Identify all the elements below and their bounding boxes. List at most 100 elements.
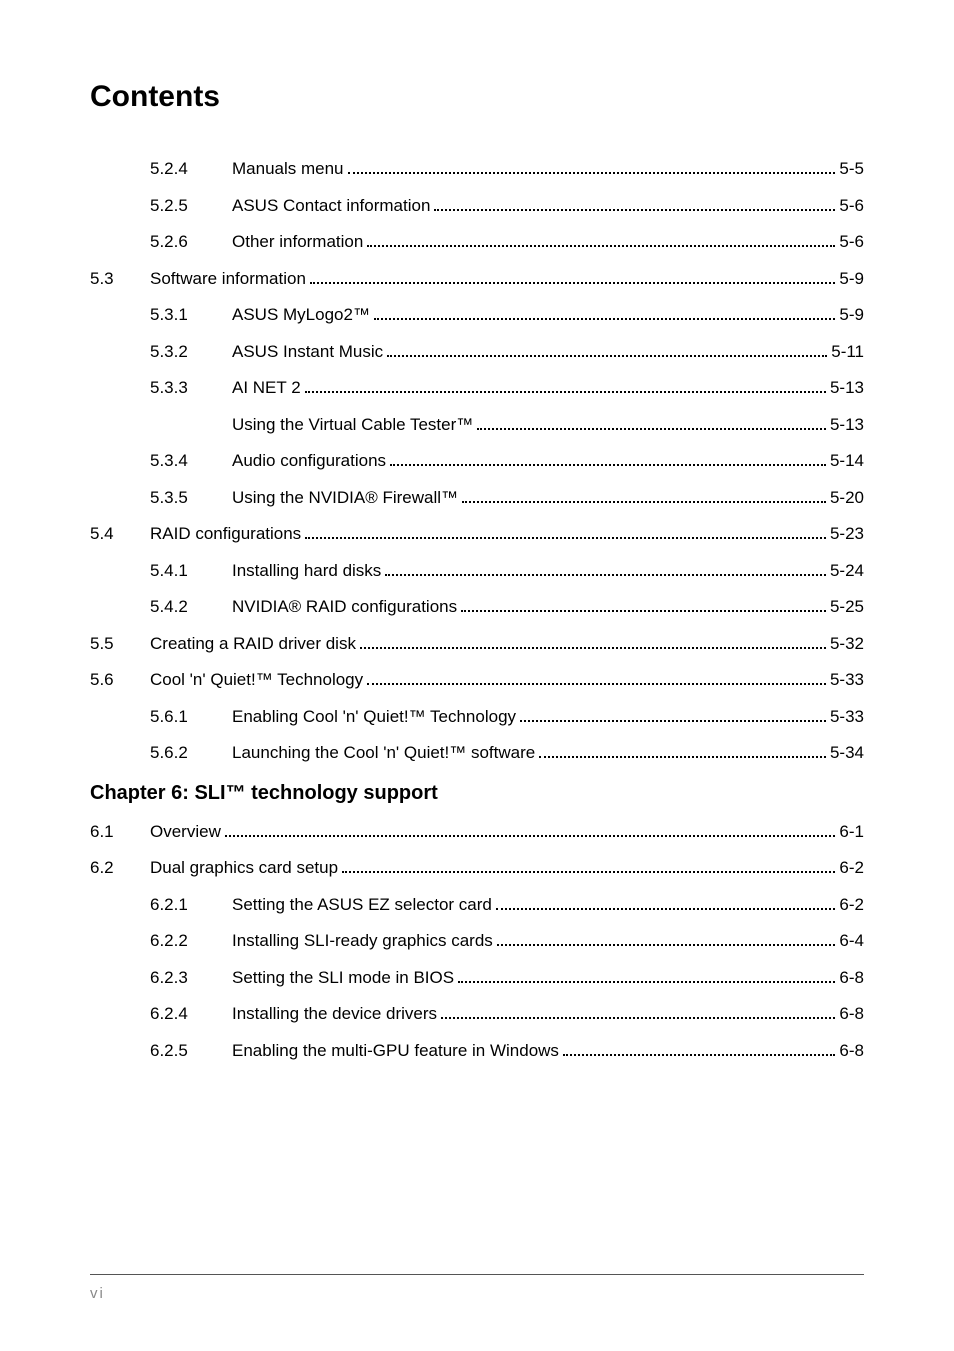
toc-leader-dots <box>462 501 826 503</box>
toc-subsection-number: 5.2.6 <box>150 229 232 255</box>
toc-leader-dots <box>563 1054 835 1056</box>
toc-page-number: 5-13 <box>830 412 864 438</box>
toc-entry-title: Installing SLI-ready graphics cards <box>232 928 493 954</box>
toc-subsection-number: 5.4.2 <box>150 594 232 620</box>
toc-entry: 6.2.5Enabling the multi-GPU feature in W… <box>150 1038 864 1064</box>
toc-entry: 5.6.2Launching the Cool 'n' Quiet!™ soft… <box>150 740 864 766</box>
toc-subsection-number: 5.3.4 <box>150 448 232 474</box>
toc-page-number: 6-8 <box>839 1001 864 1027</box>
toc-leader-dots <box>374 318 835 320</box>
toc-subsection-number: 5.3.5 <box>150 485 232 511</box>
toc-entry-title: AI NET 2 <box>232 375 301 401</box>
toc-leader-dots <box>367 245 835 247</box>
toc-leader-dots <box>458 981 835 983</box>
toc-entry: 5.6.1Enabling Cool 'n' Quiet!™ Technolog… <box>150 704 864 730</box>
toc-entry: 6.2Dual graphics card setup 6-2 <box>90 855 864 881</box>
toc-entry-title: Installing the device drivers <box>232 1001 437 1027</box>
toc-entry-title: ASUS MyLogo2™ <box>232 302 370 328</box>
toc-chapter-5: 5.2.4Manuals menu 5-5 5.2.5ASUS Contact in… <box>90 156 864 766</box>
toc-page-number: 6-4 <box>839 928 864 954</box>
toc-entry: 5.2.6Other information5-6 <box>150 229 864 255</box>
toc-subsection-number: 6.2.1 <box>150 892 232 918</box>
toc-leader-dots <box>360 647 826 649</box>
toc-section-number: 6.2 <box>90 855 150 881</box>
toc-entry-title: Installing hard disks <box>232 558 381 584</box>
toc-leader-dots <box>305 391 826 393</box>
toc-entry-title: Cool 'n' Quiet!™ Technology <box>150 667 363 693</box>
toc-entry-title: ASUS Instant Music <box>232 339 383 365</box>
toc-leader-dots <box>310 282 836 284</box>
toc-entry-title: ASUS Contact information <box>232 193 430 219</box>
toc-entry-title: Setting the ASUS EZ selector card <box>232 892 492 918</box>
toc-page-number: 5-33 <box>830 704 864 730</box>
toc-entry: 5.4RAID configurations 5-23 <box>90 521 864 547</box>
page-title: Contents <box>90 80 864 114</box>
toc-entry-title: RAID configurations <box>150 521 301 547</box>
toc-entry-title: Enabling Cool 'n' Quiet!™ Technology <box>232 704 516 730</box>
toc-entry: 5.4.1Installing hard disks5-24 <box>150 558 864 584</box>
toc-leader-dots <box>539 756 826 758</box>
toc-leader-dots <box>497 944 836 946</box>
toc-subsection-number: 5.6.1 <box>150 704 232 730</box>
toc-entry-title: NVIDIA® RAID configurations <box>232 594 457 620</box>
toc-entry-title: Dual graphics card setup <box>150 855 338 881</box>
toc-page-number: 6-2 <box>839 855 864 881</box>
toc-page-number: 5-34 <box>830 740 864 766</box>
toc-entry-title: Using the NVIDIA® Firewall™ <box>232 485 458 511</box>
toc-page-number: 6-8 <box>839 965 864 991</box>
toc-entry-title: Overview <box>150 819 221 845</box>
toc-subsection-number: 5.6.2 <box>150 740 232 766</box>
toc-leader-dots <box>385 574 826 576</box>
toc-leader-dots <box>367 683 826 685</box>
toc-section-number: 5.6 <box>90 667 150 693</box>
toc-leader-dots <box>496 908 836 910</box>
toc-section-number: 5.5 <box>90 631 150 657</box>
toc-leader-dots <box>390 464 826 466</box>
toc-section-number: 6.1 <box>90 819 150 845</box>
toc-entry-title: Software information <box>150 266 306 292</box>
toc-entry: 5.3.3AI NET 25-13 <box>150 375 864 401</box>
toc-page-number: 5-23 <box>830 521 864 547</box>
toc-entry: 5.6Cool 'n' Quiet!™ Technology 5-33 <box>90 667 864 693</box>
toc-entry-title: Setting the SLI mode in BIOS <box>232 965 454 991</box>
toc-entry: 6.2.4Installing the device drivers 6-8 <box>150 1001 864 1027</box>
toc-entry: 5.3.1ASUS MyLogo2™5-9 <box>150 302 864 328</box>
page-number: vi <box>90 1285 105 1302</box>
toc-entry: 5.3.5Using the NVIDIA® Firewall™5-20 <box>150 485 864 511</box>
toc-entry: 5.3.4Audio configurations 5-14 <box>150 448 864 474</box>
toc-subsection-number: 6.2.3 <box>150 965 232 991</box>
toc-subsection-number: 5.2.4 <box>150 156 232 182</box>
toc-subsection-number: 6.2.2 <box>150 928 232 954</box>
chapter-6-heading: Chapter 6: SLI™ technology support <box>90 782 864 805</box>
toc-page-number: 5-33 <box>830 667 864 693</box>
toc-subsection-number: 5.3.2 <box>150 339 232 365</box>
toc-entry: 6.1Overview 6-1 <box>90 819 864 845</box>
toc-entry: 5.5Creating a RAID driver disk5-32 <box>90 631 864 657</box>
toc-section-number: 5.4 <box>90 521 150 547</box>
toc-page-number: 6-1 <box>839 819 864 845</box>
toc-entry: 6.2.1Setting the ASUS EZ selector card 6-… <box>150 892 864 918</box>
toc-leader-dots <box>305 537 826 539</box>
toc-section-number: 5.3 <box>90 266 150 292</box>
toc-leader-dots <box>477 428 826 430</box>
toc-entry-title: Audio configurations <box>232 448 386 474</box>
toc-entry-title: Creating a RAID driver disk <box>150 631 356 657</box>
toc-page-number: 5-25 <box>830 594 864 620</box>
toc-subsection-number: 5.3.3 <box>150 375 232 401</box>
toc-leader-dots <box>441 1017 835 1019</box>
toc-entry: Using the Virtual Cable Tester™5-13 <box>150 412 864 438</box>
toc-subsection-number: 5.2.5 <box>150 193 232 219</box>
toc-subsection-number: 6.2.4 <box>150 1001 232 1027</box>
toc-entry: 5.3.2ASUS Instant Music5-11 <box>150 339 864 365</box>
toc-page-number: 6-2 <box>839 892 864 918</box>
toc-page-number: 5-24 <box>830 558 864 584</box>
toc-chapter-6: 6.1Overview 6-1 6.2Dual graphics card setu… <box>90 819 864 1064</box>
toc-page-number: 5-14 <box>830 448 864 474</box>
toc-entry: 6.2.2Installing SLI-ready graphics cards… <box>150 928 864 954</box>
toc-page-number: 6-8 <box>839 1038 864 1064</box>
toc-leader-dots <box>520 720 826 722</box>
toc-page-number: 5-5 <box>839 156 864 182</box>
toc-subsection-number: 5.3.1 <box>150 302 232 328</box>
toc-entry-title: Other information <box>232 229 363 255</box>
toc-entry-title: Manuals menu <box>232 156 344 182</box>
